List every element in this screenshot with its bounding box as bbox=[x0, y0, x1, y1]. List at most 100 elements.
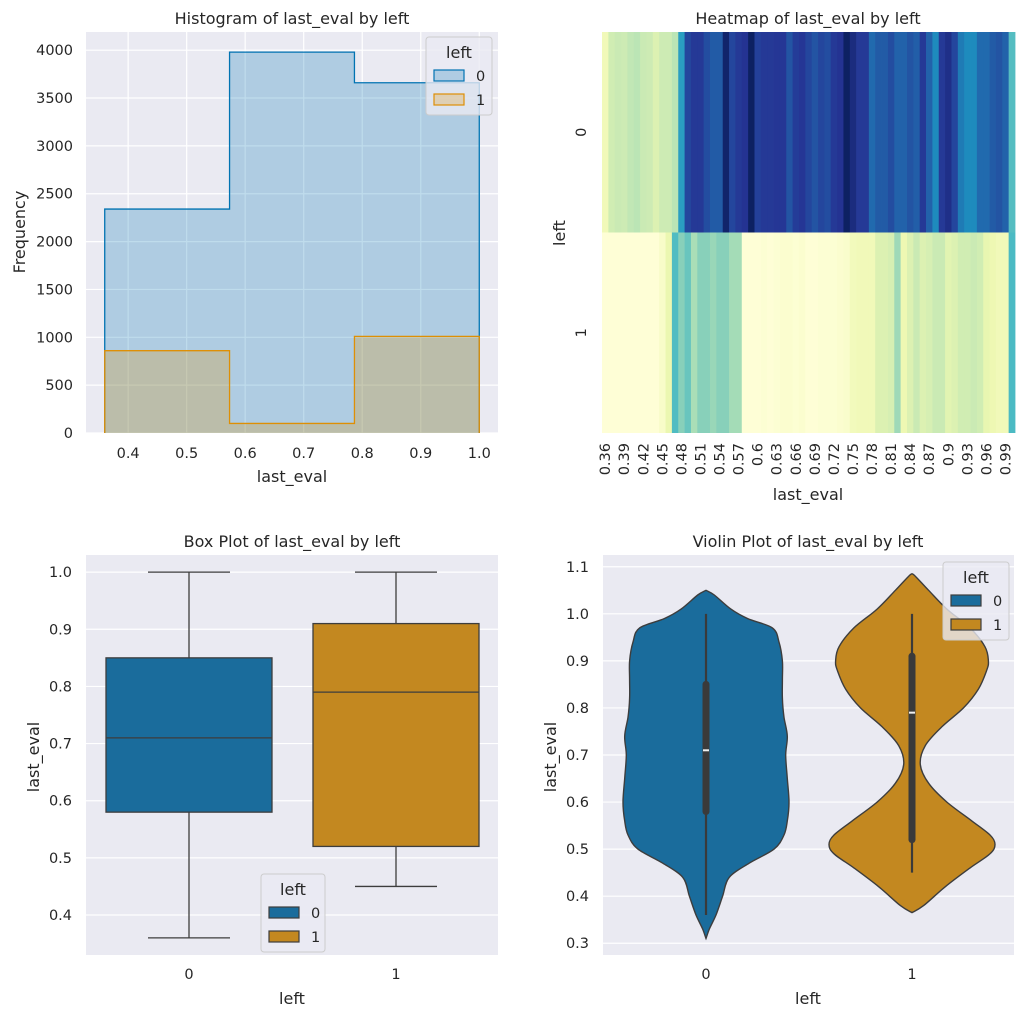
heatmap-cell-left-0-0.54 bbox=[716, 32, 724, 233]
heatmap-cell-left-0-0.61 bbox=[760, 32, 768, 233]
heatmap-cell-left-0-0.62 bbox=[767, 32, 774, 233]
boxplot-xlabel: left bbox=[279, 989, 305, 1008]
heatmap-cell-left-1-0.98 bbox=[995, 232, 1003, 433]
histogram-xtick-label: 0.5 bbox=[175, 446, 198, 462]
histogram-ytick-label: 500 bbox=[45, 378, 73, 394]
heatmap-xtick-label: 0.69 bbox=[808, 443, 824, 475]
heatmap-cell-left-1-0.6 bbox=[754, 232, 762, 433]
histogram-ytick-label: 1000 bbox=[36, 330, 73, 346]
heatmap-cell-left-0-0.7 bbox=[818, 32, 825, 233]
heatmap-cell-left-1-0.76 bbox=[856, 232, 863, 433]
heatmap-cell-left-1-0.63 bbox=[773, 232, 781, 433]
heatmap-cell-left-1-0.74 bbox=[843, 232, 851, 433]
heatmap-cell-left-1-0.71 bbox=[824, 232, 832, 433]
heatmap-cell-left-0-0.74 bbox=[843, 32, 851, 233]
violin-ytick-label: 0.3 bbox=[566, 936, 589, 952]
heatmap-cell-left-1-0.64 bbox=[779, 232, 787, 433]
heatmap-cell-left-1-1 bbox=[1008, 232, 1016, 433]
heatmap-cell-left-0-0.44 bbox=[652, 32, 660, 233]
violin-ytick-label: 1.1 bbox=[566, 560, 589, 576]
heatmap-cell-left-0-0.47 bbox=[671, 32, 679, 233]
heatmap-cell-left-1-0.68 bbox=[805, 232, 813, 433]
violin-ytick-label: 0.7 bbox=[566, 748, 589, 764]
heatmap-cell-left-0-0.86 bbox=[919, 32, 927, 233]
heatmap-cell-left-0-0.96 bbox=[983, 32, 990, 233]
heatmap-panel: Heatmap of last_eval by left last_eval l… bbox=[550, 9, 1016, 505]
heatmap-cell-left-0-0.87 bbox=[926, 32, 933, 233]
boxplot-ytick-label: 0.8 bbox=[49, 679, 72, 695]
heatmap-cell-left-1-0.75 bbox=[849, 232, 857, 433]
heatmap-cell-left-0-0.65 bbox=[786, 32, 794, 233]
heatmap-xtick-label: 0.84 bbox=[903, 443, 919, 475]
heatmap-xtick-label: 0.36 bbox=[598, 443, 614, 475]
heatmap-cell-left-0-0.8 bbox=[881, 32, 889, 233]
heatmap-cell-left-0-0.4 bbox=[627, 32, 635, 233]
heatmap-cell-left-0-0.99 bbox=[1002, 32, 1010, 233]
heatmap-cell-left-1-0.73 bbox=[837, 232, 844, 433]
heatmap-cell-left-0-0.63 bbox=[773, 32, 781, 233]
heatmap-cell-left-1-0.48 bbox=[678, 232, 685, 433]
heatmap-cell-left-0-0.41 bbox=[633, 32, 641, 233]
heatmap-cell-left-1-0.69 bbox=[811, 232, 819, 433]
heatmap-cell-left-1-0.77 bbox=[862, 232, 870, 433]
heatmap-cell-left-0-0.45 bbox=[659, 32, 666, 233]
heatmap-cell-left-0-0.66 bbox=[792, 32, 800, 233]
violin-ytick-label: 1.0 bbox=[566, 607, 589, 623]
histogram-xtick-label: 0.6 bbox=[234, 446, 257, 462]
heatmap-cell-left-1-0.62 bbox=[767, 232, 774, 433]
heatmap-cell-left-0-0.6 bbox=[754, 32, 762, 233]
boxplot-box-left-1 bbox=[312, 622, 480, 848]
heatmap-cell-left-0-0.83 bbox=[900, 32, 908, 233]
violin-ytick-label: 0.6 bbox=[566, 795, 589, 811]
heatmap-xtick-label: 0.51 bbox=[693, 443, 709, 475]
heatmap-cell-left-0-0.68 bbox=[805, 32, 813, 233]
boxplot-panel: Box Plot of last_eval by left left last_… bbox=[24, 532, 498, 1008]
histogram-title: Histogram of last_eval by left bbox=[175, 9, 410, 29]
heatmap-cell-left-0-0.5 bbox=[690, 32, 698, 233]
violin-xlabel: left bbox=[795, 989, 821, 1008]
heatmap-cell-left-1-0.94 bbox=[970, 232, 978, 433]
heatmap-cell-left-1-0.42 bbox=[640, 232, 647, 433]
heatmap-cell-left-1-0.38 bbox=[614, 232, 622, 433]
violin-ytick-label: 0.9 bbox=[566, 654, 589, 670]
boxplot-ylabel: last_eval bbox=[24, 722, 44, 792]
heatmap-xtick-label: 0.54 bbox=[713, 443, 729, 475]
heatmap-cell-left-0-0.71 bbox=[824, 32, 832, 233]
heatmap-cell-left-1-0.56 bbox=[729, 232, 736, 433]
violin-legend-swatch-0 bbox=[950, 594, 982, 607]
histogram-legend-label-0: 0 bbox=[476, 69, 485, 85]
heatmap-xtick-label: 0.87 bbox=[922, 443, 938, 475]
heatmap-cell-left-0-0.46 bbox=[665, 32, 673, 233]
heatmap-cell-left-0-0.42 bbox=[640, 32, 647, 233]
boxplot-title: Box Plot of last_eval by left bbox=[184, 532, 401, 552]
heatmap-xtick-label: 0.66 bbox=[789, 443, 805, 475]
violin-title: Violin Plot of last_eval by left bbox=[693, 532, 924, 552]
heatmap-cell-left-1-0.99 bbox=[1002, 232, 1010, 433]
heatmap-cell-left-1-0.39 bbox=[621, 232, 628, 433]
heatmap-cell-left-0-0.36 bbox=[602, 32, 609, 233]
heatmap-cell-left-1-0.36 bbox=[602, 232, 609, 433]
heatmap-xtick-label: 0.75 bbox=[846, 443, 862, 475]
heatmap-xtick-label: 0.96 bbox=[979, 443, 995, 475]
heatmap-cell-left-0-0.51 bbox=[697, 32, 705, 233]
boxplot-legend-swatch-0 bbox=[268, 906, 300, 919]
heatmap-cell-left-1-0.86 bbox=[919, 232, 927, 433]
heatmap-cell-left-0-0.72 bbox=[830, 32, 838, 233]
heatmap-xtick-label: 0.9 bbox=[941, 443, 957, 466]
histogram-xtick-label: 1.0 bbox=[468, 446, 491, 462]
heatmap-xtick-label: 0.45 bbox=[655, 443, 671, 475]
heatmap-cell-left-1-0.41 bbox=[633, 232, 641, 433]
histogram-xtick-label: 0.8 bbox=[351, 446, 374, 462]
violin-panel: Violin Plot of last_eval by left left la… bbox=[541, 532, 1014, 1008]
heatmap-cell-left-0-0.69 bbox=[811, 32, 819, 233]
heatmap-cell-left-0-0.81 bbox=[887, 32, 895, 233]
heatmap-xtick-label: 0.57 bbox=[732, 443, 748, 475]
histogram-xlabel: last_eval bbox=[257, 467, 327, 487]
violin-xtick-label: 1 bbox=[907, 967, 916, 983]
heatmap-cell-left-1-0.45 bbox=[659, 232, 666, 433]
boxplot-legend-swatch-1 bbox=[268, 930, 300, 943]
heatmap-ytick-label: 1 bbox=[574, 328, 590, 337]
heatmap-xtick-label: 0.63 bbox=[770, 443, 786, 475]
heatmap-cell-left-0-0.57 bbox=[735, 32, 743, 233]
